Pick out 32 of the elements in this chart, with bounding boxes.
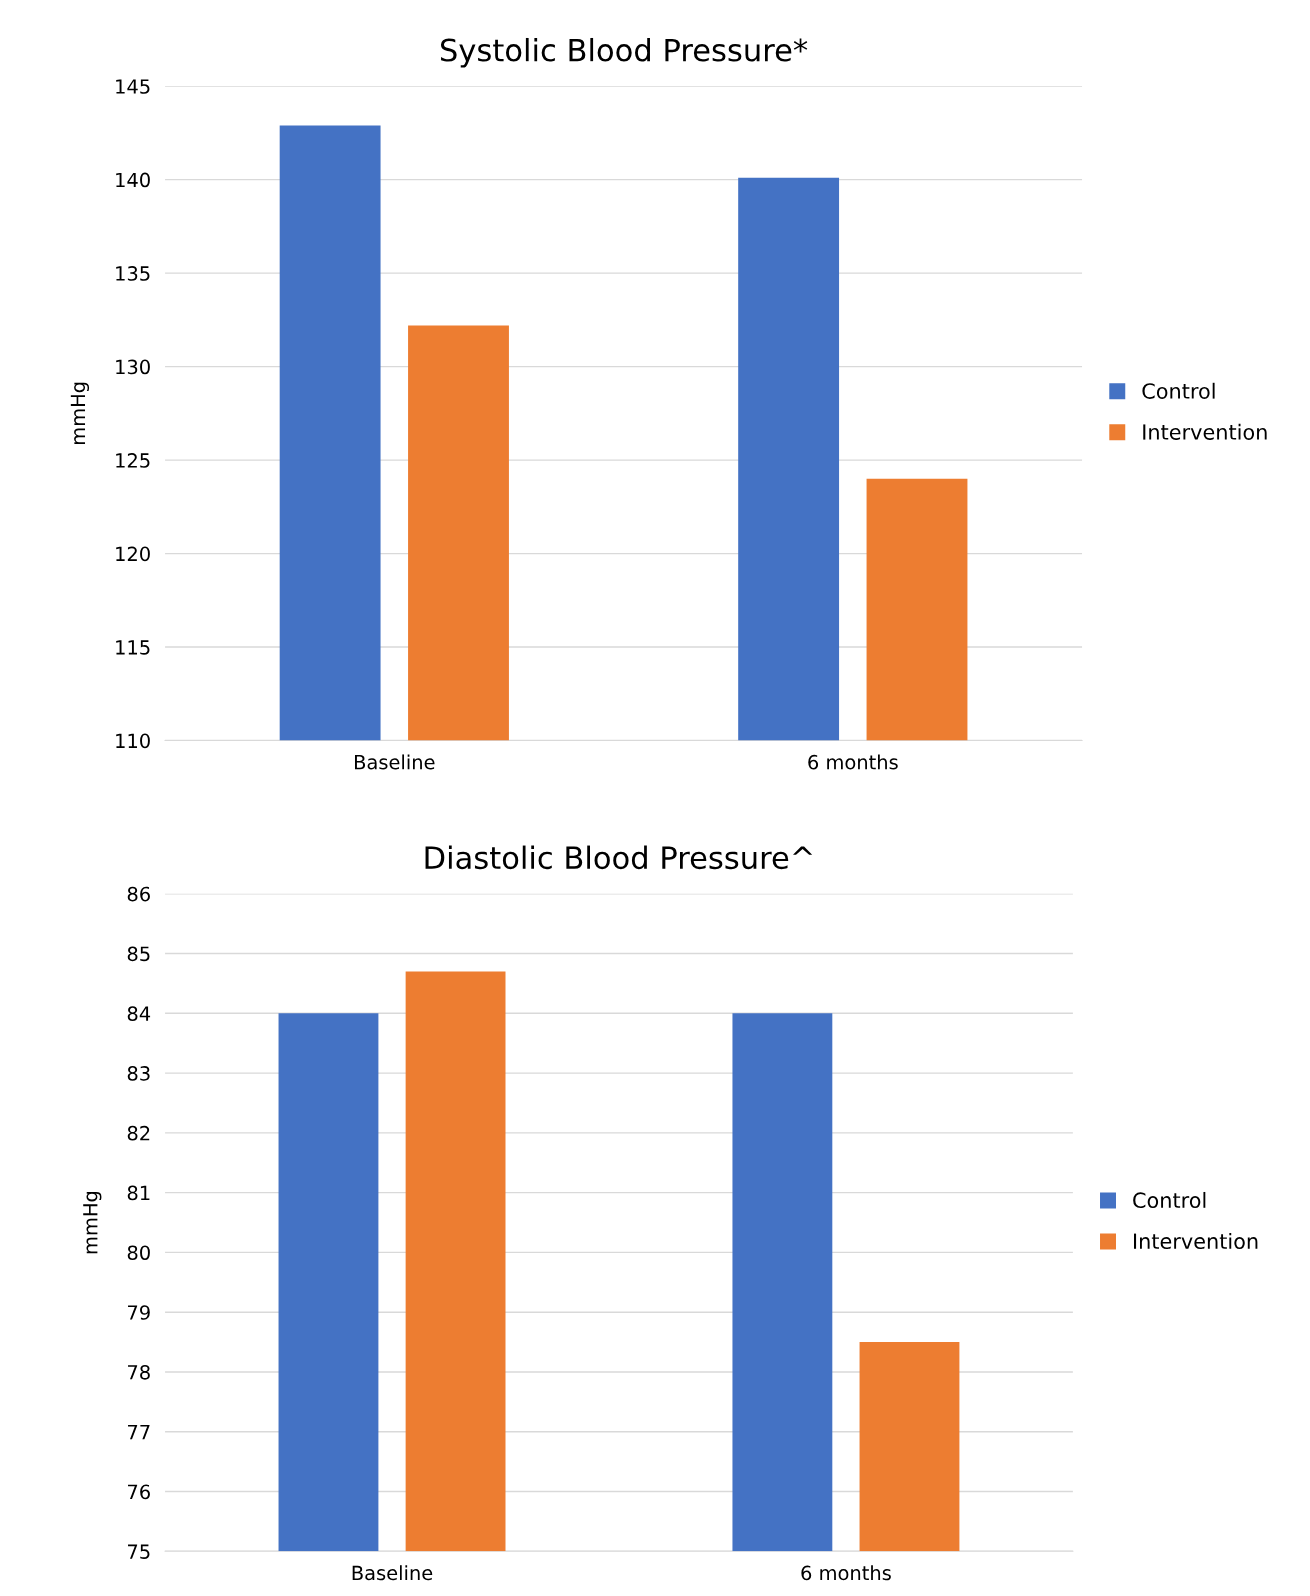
y-tick-label: 84 [127,1006,151,1021]
y-tick-label: 81 [127,1185,150,1201]
y-tick-label: 80 [127,1245,150,1261]
y-tick-label: 85 [127,946,150,962]
y-axis-title: mmHg [83,1191,102,1254]
x-tick-label: Baseline [355,754,435,770]
chart-title: Systolic Blood Pressure* [440,37,808,68]
y-tick-label: 135 [116,266,150,281]
y-tick-label: 110 [116,733,150,749]
x-tick-label: 6 months [801,1565,891,1581]
y-tick-label: 120 [116,546,150,562]
y-tick-label: 78 [128,1364,150,1380]
legend-label: Intervention [1134,1232,1258,1250]
y-tick-label: 83 [127,1066,150,1081]
x-tick-label: 6 months [808,754,898,770]
y-tick-label: 77 [128,1424,150,1440]
y-tick-label: 79 [128,1305,150,1320]
y-tick-label: 115 [116,640,150,655]
y-tick-label: 145 [116,79,150,94]
y-tick-label: 82 [127,1125,150,1141]
legend-label: Intervention [1143,423,1267,440]
legend-label: Control [1133,1191,1206,1209]
y-tick-label: 140 [116,172,150,188]
y-tick-label: 75 [128,1544,150,1559]
chart-title: Diastolic Blood Pressure^ [425,845,813,870]
y-tick-label: 130 [116,359,150,375]
x-tick-label: Baseline [352,1565,433,1581]
y-tick-label: 125 [116,453,150,468]
legend-label: Control [1142,382,1215,399]
y-axis-title: mmHg [70,382,90,445]
y-tick-label: 76 [128,1484,150,1500]
y-tick-label: 86 [127,886,150,902]
